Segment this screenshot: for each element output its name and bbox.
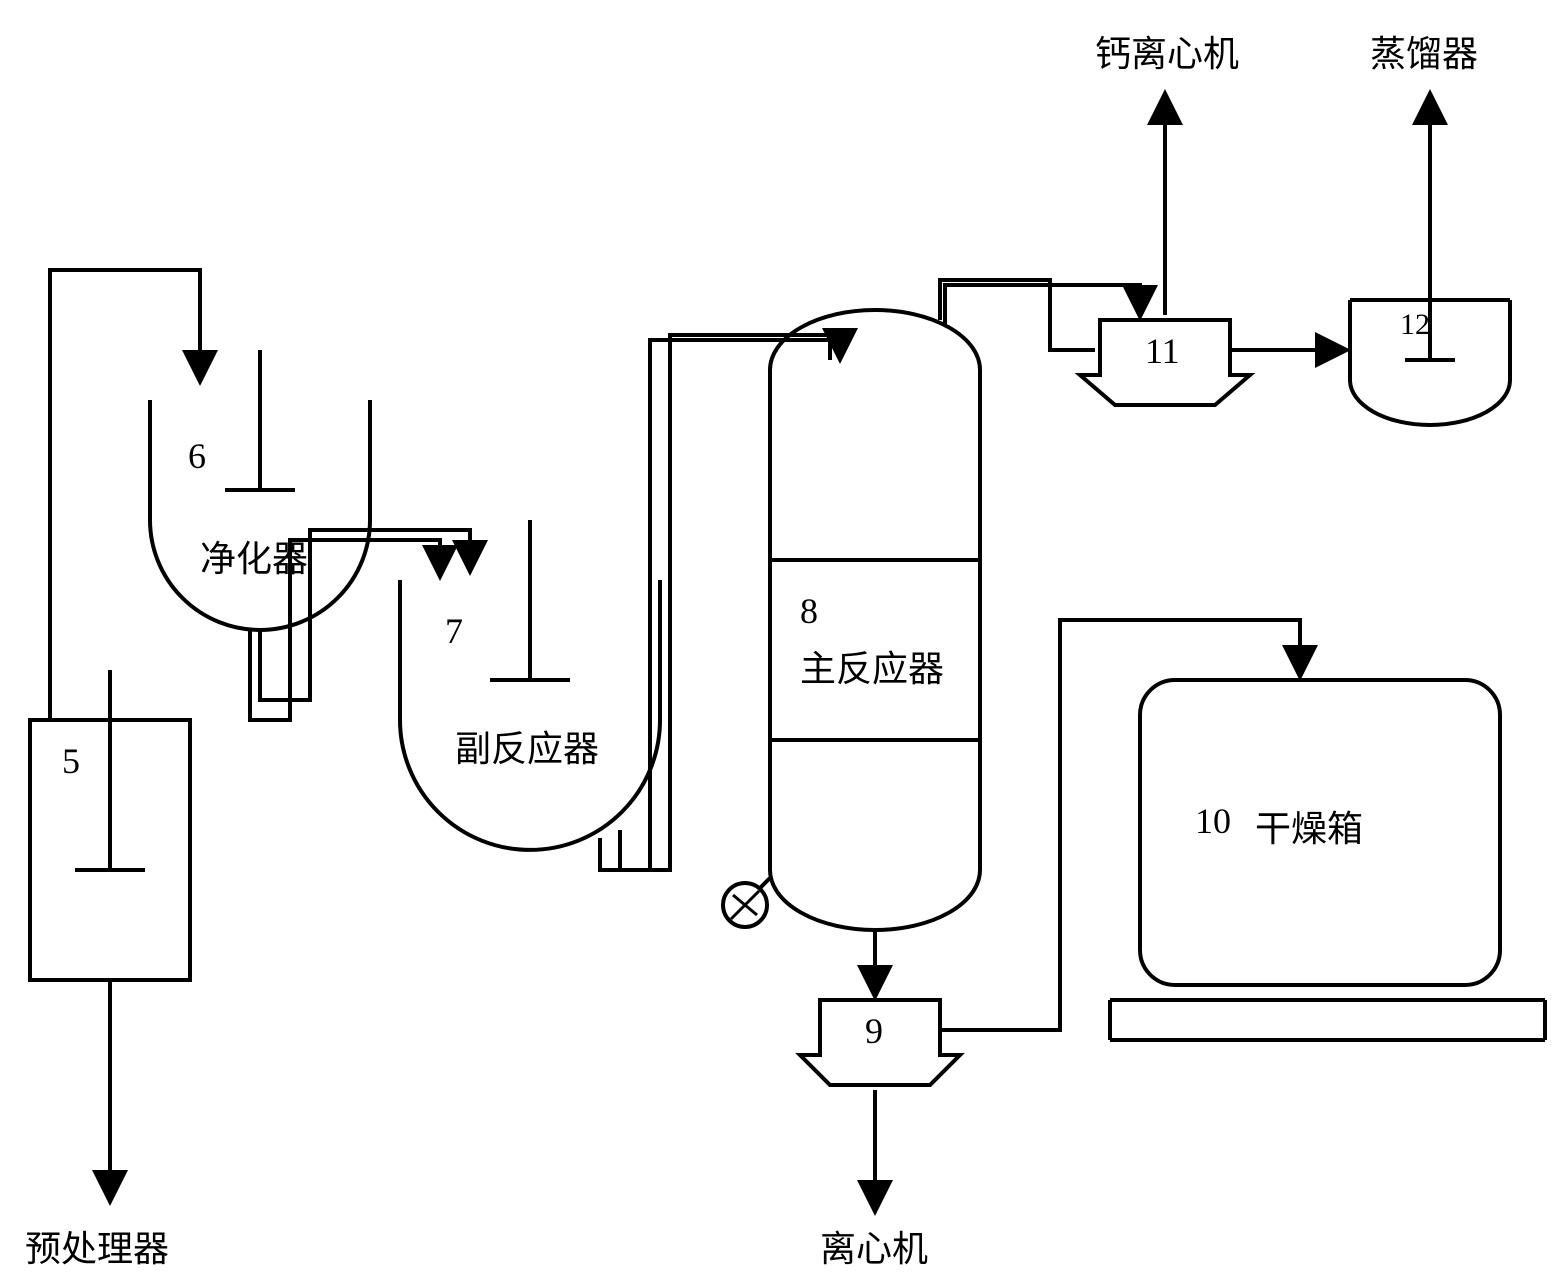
label-purifier: 净化器 bbox=[200, 530, 308, 582]
node-main-reactor bbox=[723, 310, 980, 930]
node-preprocessor bbox=[30, 670, 190, 980]
label-sub-reactor: 副反应器 bbox=[455, 720, 599, 772]
num-5: 5 bbox=[62, 740, 80, 782]
node-dry-box bbox=[1110, 680, 1545, 1040]
process-diagram bbox=[0, 0, 1557, 1284]
num-6: 6 bbox=[188, 435, 206, 477]
num-10: 10 bbox=[1195, 800, 1231, 842]
label-main-reactor: 主反应器 bbox=[800, 640, 944, 692]
node-purifier bbox=[150, 350, 370, 630]
num-9: 9 bbox=[865, 1010, 883, 1052]
num-8: 8 bbox=[800, 590, 818, 632]
label-dry-box: 干燥箱 bbox=[1255, 800, 1363, 852]
num-7: 7 bbox=[445, 610, 463, 652]
pipe-7-8 bbox=[600, 340, 830, 870]
label-still: 蒸馏器 bbox=[1370, 25, 1478, 77]
label-ca-centrifuge: 钙离心机 bbox=[1095, 25, 1239, 77]
label-preprocessor: 预处理器 bbox=[25, 1220, 169, 1272]
num-11: 11 bbox=[1145, 330, 1180, 372]
num-12: 12 bbox=[1400, 308, 1430, 342]
edge-5-6 bbox=[50, 270, 200, 720]
label-centrifuge: 离心机 bbox=[820, 1220, 928, 1272]
